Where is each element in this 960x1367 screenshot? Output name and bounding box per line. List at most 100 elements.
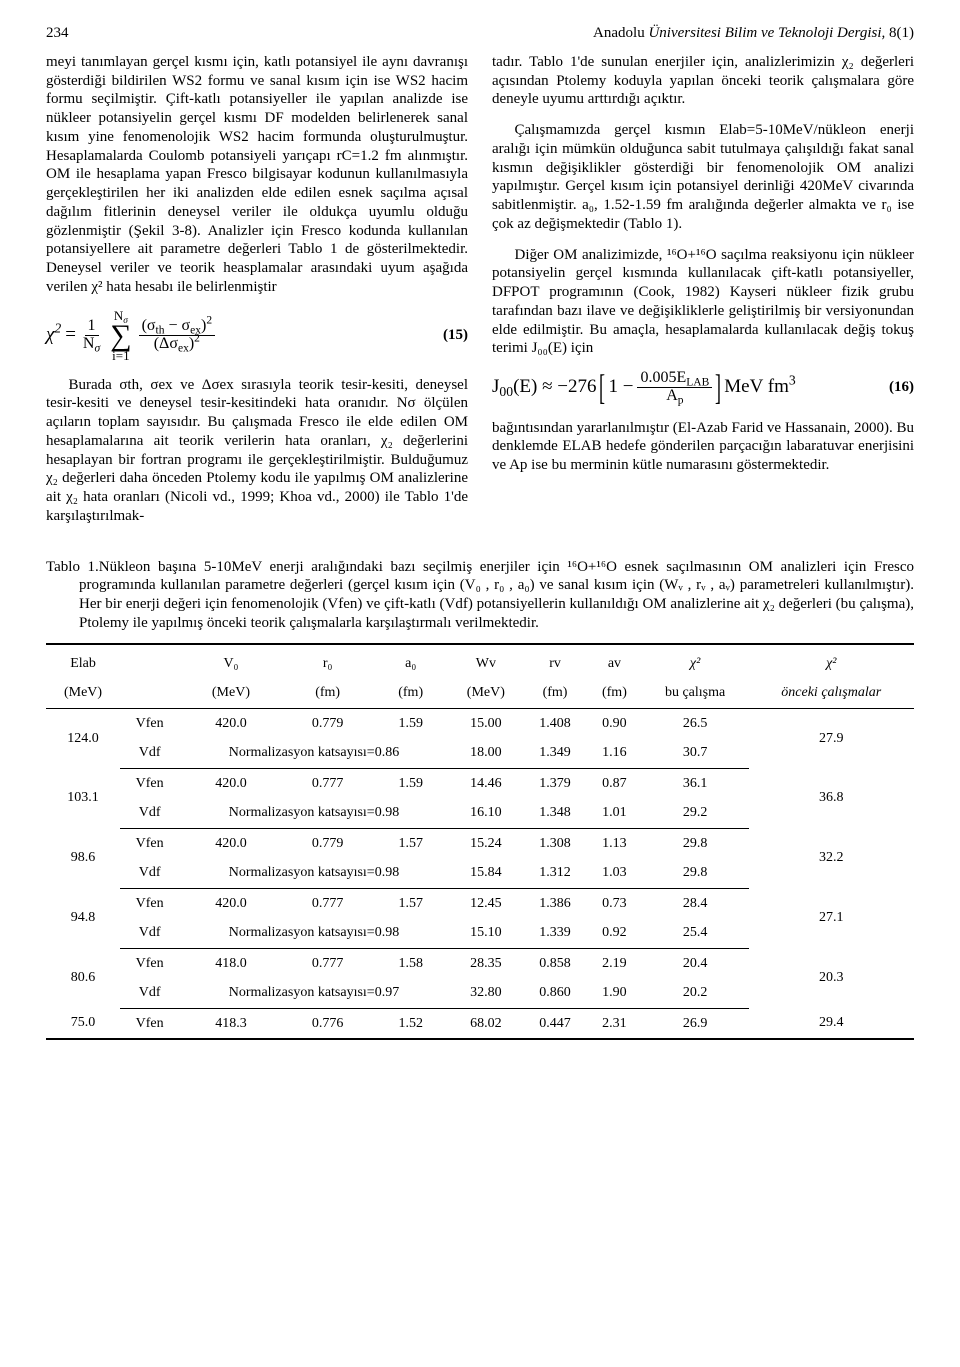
- eq15-frac2: (σth − σex)2 (Δσex)2: [139, 318, 216, 353]
- cell-r0: 0.779: [283, 708, 373, 738]
- cell-av: 1.13: [587, 828, 642, 858]
- cell-chi: 20.4: [642, 948, 749, 978]
- eq16-frac: 0.005ELAB Ap: [637, 370, 712, 405]
- cell-chi-prev: 27.9: [749, 708, 915, 768]
- cell-chi: 20.2: [642, 978, 749, 1008]
- cell-pot: Vdf: [120, 978, 179, 1008]
- cell-elab: 98.6: [46, 828, 120, 888]
- cell-norm: Normalizasyon katsayısı=0.97: [179, 978, 449, 1008]
- page-root: 234 Anadolu Üniversitesi Bilim ve Teknol…: [0, 0, 960, 1080]
- cell-pot: Vdf: [120, 798, 179, 828]
- eq16-lhs: J00(E) ≈ −276: [492, 375, 596, 399]
- cell-wv: 28.35: [449, 948, 523, 978]
- cell-a0: 1.57: [373, 888, 449, 918]
- th-wv: Wv: [449, 644, 523, 679]
- cell-chi-prev: 27.1: [749, 888, 915, 948]
- cell-pot: Vdf: [120, 918, 179, 948]
- equation-16: J00(E) ≈ −276 [ 1 − 0.005ELAB Ap ] MeV f…: [492, 370, 914, 405]
- cell-wv: 32.80: [449, 978, 523, 1008]
- cell-v0: 418.0: [179, 948, 283, 978]
- th2-chi: bu çalışma: [642, 678, 749, 708]
- eq16-one: 1 −: [608, 375, 633, 399]
- cell-wv: 15.24: [449, 828, 523, 858]
- cell-wv: 15.00: [449, 708, 523, 738]
- left-column: meyi tanımlayan gerçel kısmı için, katlı…: [46, 53, 468, 538]
- cell-av: 0.92: [587, 918, 642, 948]
- cell-norm: Normalizasyon katsayısı=0.98: [179, 858, 449, 888]
- cell-rv: 1.308: [523, 828, 587, 858]
- cell-wv: 15.10: [449, 918, 523, 948]
- th2-rv: (fm): [523, 678, 587, 708]
- cell-v0: 420.0: [179, 828, 283, 858]
- cell-av: 0.90: [587, 708, 642, 738]
- eq16-frac-top: 0.005ELAB: [637, 370, 712, 388]
- cell-elab: 80.6: [46, 948, 120, 1008]
- cell-chi: 29.8: [642, 828, 749, 858]
- th-pot: [120, 644, 179, 679]
- journal-italic: Üniversitesi Bilim ve Teknoloji Dergisi,: [648, 25, 885, 41]
- eq15-frac1-top: 1: [85, 318, 99, 336]
- cell-chi-prev: 20.3: [749, 948, 915, 1008]
- cell-rv: 1.312: [523, 858, 587, 888]
- th2-v0: (MeV): [179, 678, 283, 708]
- eq15-sum-bot: i=1: [112, 349, 129, 362]
- th-av: av: [587, 644, 642, 679]
- cell-v0: 420.0: [179, 888, 283, 918]
- table-caption: Tablo 1.Nükleon başına 5-10MeV enerji ar…: [46, 558, 914, 633]
- eq15-number: (15): [433, 326, 468, 345]
- journal-plain1: Anadolu: [593, 25, 648, 41]
- cell-chi: 29.8: [642, 858, 749, 888]
- left-bracket-icon: [: [599, 377, 605, 399]
- cell-wv: 15.84: [449, 858, 523, 888]
- cell-a0: 1.59: [373, 768, 449, 798]
- cell-wv: 14.46: [449, 768, 523, 798]
- th-rv: rv: [523, 644, 587, 679]
- cell-elab: 124.0: [46, 708, 120, 768]
- th2-r0: (fm): [283, 678, 373, 708]
- cell-chi: 26.5: [642, 708, 749, 738]
- cell-r0: 0.777: [283, 948, 373, 978]
- eq16-body: J00(E) ≈ −276 [ 1 − 0.005ELAB Ap ] MeV f…: [492, 370, 879, 405]
- cell-elab: 94.8: [46, 888, 120, 948]
- cell-chi-prev: 36.8: [749, 768, 915, 828]
- cell-chi: 30.7: [642, 738, 749, 768]
- cell-rv: 1.386: [523, 888, 587, 918]
- eq15-equals: =: [65, 323, 76, 347]
- table-head: Elab V₀ r₀ a₀ Wv rv av χ² χ² (MeV) (MeV)…: [46, 644, 914, 709]
- th2-wv: (MeV): [449, 678, 523, 708]
- right-bracket-icon: ]: [715, 377, 721, 399]
- cell-v0: 420.0: [179, 708, 283, 738]
- cell-pot: Vfen: [120, 708, 179, 738]
- data-table: Elab V₀ r₀ a₀ Wv rv av χ² χ² (MeV) (MeV)…: [46, 643, 914, 1041]
- th-v0: V₀: [179, 644, 283, 679]
- eq15-chi: χ2: [46, 323, 61, 347]
- cell-av: 1.01: [587, 798, 642, 828]
- right-column: tadır. Tablo 1'de sunulan enerjiler için…: [492, 53, 914, 538]
- cell-rv: 1.408: [523, 708, 587, 738]
- cell-pot: Vfen: [120, 948, 179, 978]
- th-elab: Elab: [46, 644, 120, 679]
- right-p2: Çalışmamızda gerçel kısmın Elab=5-10MeV/…: [492, 121, 914, 234]
- cell-wv: 16.10: [449, 798, 523, 828]
- table-head-row1: Elab V₀ r₀ a₀ Wv rv av χ² χ²: [46, 644, 914, 679]
- cell-rv: 1.379: [523, 768, 587, 798]
- left-p1: meyi tanımlayan gerçel kısmı için, katlı…: [46, 53, 468, 297]
- cell-av: 1.90: [587, 978, 642, 1008]
- cell-rv: 1.349: [523, 738, 587, 768]
- cell-av: 2.19: [587, 948, 642, 978]
- cell-rv: 1.348: [523, 798, 587, 828]
- cell-wv: 68.02: [449, 1008, 523, 1039]
- cell-r0: 0.776: [283, 1008, 373, 1039]
- th2-chi-prev: önceki çalışmalar: [749, 678, 915, 708]
- cell-a0: 1.59: [373, 708, 449, 738]
- cell-chi: 25.4: [642, 918, 749, 948]
- cell-norm: Normalizasyon katsayısı=0.86: [179, 738, 449, 768]
- cell-a0: 1.52: [373, 1008, 449, 1039]
- eq15-frac1-bot: Nσ: [80, 336, 103, 353]
- eq16-unit: MeV fm3: [724, 375, 795, 399]
- cell-norm: Normalizasyon katsayısı=0.98: [179, 798, 449, 828]
- cell-elab: 75.0: [46, 1008, 120, 1039]
- th-a0: a₀: [373, 644, 449, 679]
- cell-chi: 36.1: [642, 768, 749, 798]
- cell-norm: Normalizasyon katsayısı=0.98: [179, 918, 449, 948]
